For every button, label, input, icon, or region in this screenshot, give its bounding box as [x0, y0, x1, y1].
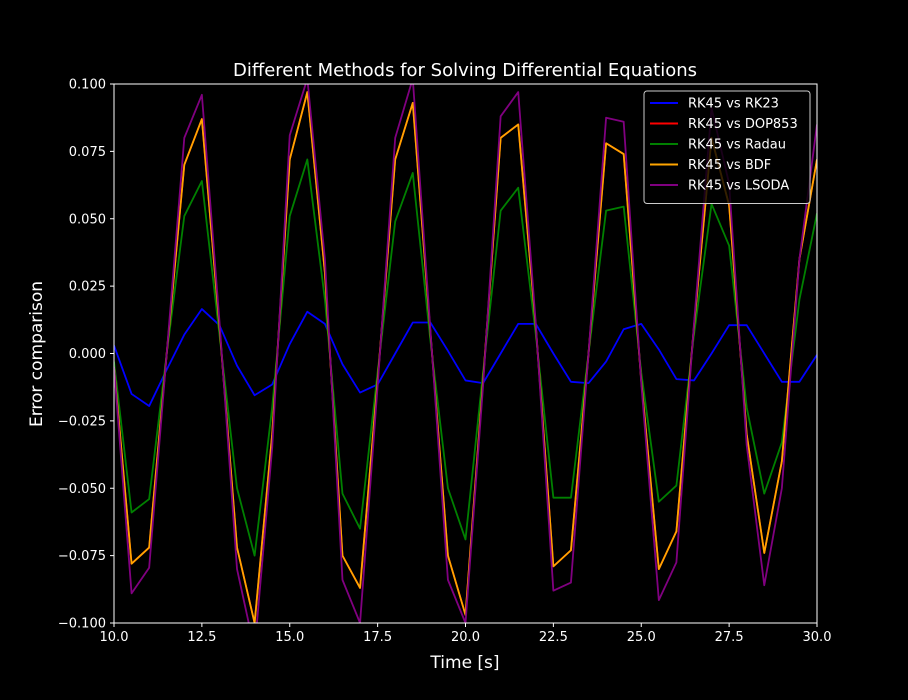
- y-tick-label: −0.100: [58, 617, 106, 632]
- x-tick-label: 30.0: [803, 630, 832, 645]
- x-tick-label: 12.5: [187, 630, 216, 645]
- series-line-5: [114, 84, 817, 623]
- legend-label-2: RK45 vs DOP853: [688, 117, 798, 132]
- y-tick-label: 0.000: [69, 347, 106, 362]
- x-tick-label: 10.0: [100, 630, 129, 645]
- legend-label-1: RK45 vs RK23: [688, 97, 779, 112]
- y-tick-label: 0.050: [69, 212, 106, 227]
- y-tick-label: 0.025: [69, 280, 106, 295]
- legend-box: [643, 90, 811, 204]
- series-line-1: [114, 308, 817, 407]
- legend-label-4: RK45 vs BDF: [688, 158, 771, 173]
- y-tick-label: 0.075: [69, 145, 106, 160]
- y-tick-label: −0.050: [58, 482, 106, 497]
- x-tick-label: 17.5: [363, 630, 392, 645]
- x-tick-label: 22.5: [539, 630, 568, 645]
- legend-label-3: RK45 vs Radau: [688, 138, 786, 153]
- legend-label-5: RK45 vs LSODA: [688, 179, 789, 194]
- y-tick-label: −0.025: [58, 414, 106, 429]
- x-axis-label: Time [s]: [429, 653, 499, 673]
- x-tick-label: 25.0: [627, 630, 656, 645]
- y-axis-label: Error comparison: [27, 281, 47, 427]
- x-tick-label: 27.5: [715, 630, 744, 645]
- x-tick-label: 15.0: [275, 630, 304, 645]
- y-tick-label: −0.075: [58, 549, 106, 564]
- series-line-3: [114, 158, 817, 557]
- y-tick-label: 0.100: [69, 78, 106, 93]
- legend: RK45 vs RK23 RK45 vs DOP853 RK45 vs Radau R…: [643, 90, 811, 204]
- chart-title: Different Methods for Solving Differenti…: [233, 60, 697, 81]
- x-tick-label: 20.0: [451, 630, 480, 645]
